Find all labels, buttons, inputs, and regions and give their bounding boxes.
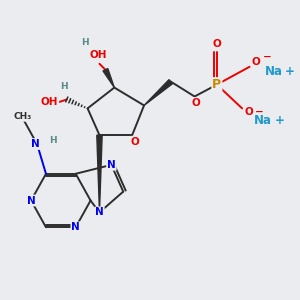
Text: Na: Na	[254, 114, 272, 127]
Text: OH: OH	[41, 98, 58, 107]
Text: CH₃: CH₃	[13, 112, 31, 121]
Polygon shape	[103, 69, 114, 88]
Text: H: H	[81, 38, 88, 47]
Text: N: N	[27, 196, 35, 206]
Text: O: O	[131, 137, 140, 147]
Text: P: P	[212, 78, 221, 91]
Polygon shape	[97, 135, 102, 212]
Text: H: H	[50, 136, 57, 145]
Text: Na: Na	[264, 65, 282, 78]
Text: O: O	[212, 40, 221, 50]
Text: N: N	[107, 160, 116, 170]
Text: N: N	[95, 207, 104, 218]
Text: O: O	[252, 57, 260, 67]
Text: H: H	[61, 82, 68, 91]
Text: −: −	[255, 107, 264, 117]
Text: −: −	[262, 51, 271, 62]
Polygon shape	[144, 80, 172, 105]
Text: O: O	[192, 98, 200, 108]
Text: N: N	[71, 222, 80, 232]
Text: OH: OH	[89, 50, 107, 61]
Text: +: +	[285, 65, 295, 78]
Text: N: N	[31, 139, 40, 149]
Text: +: +	[275, 114, 285, 127]
Text: O: O	[244, 107, 253, 117]
